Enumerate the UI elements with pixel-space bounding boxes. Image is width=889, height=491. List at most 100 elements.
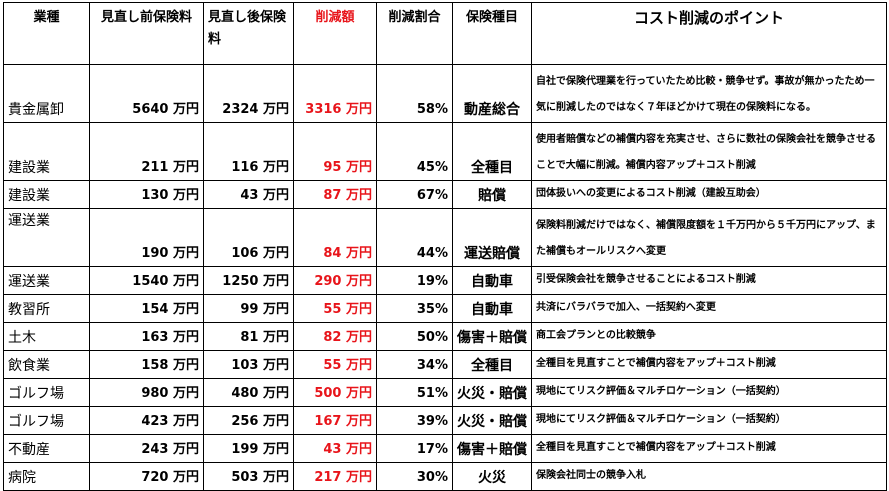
table-row: 教習所 154 万円 99 万円 55 万円 35% 自動車 共済にバラバラで加… (3, 294, 887, 323)
cell-type: 火災・賠償 (452, 406, 532, 435)
cell-type: 自動車 (452, 266, 532, 295)
cell-note: 共済にバラバラで加入、一括契約へ変更 (531, 294, 887, 323)
header-before-premium: 見直し前保険料 (89, 2, 204, 65)
cell-industry: 運送業 (3, 208, 90, 267)
cell-rate: 35% (376, 294, 453, 323)
cell-reduction: 82 万円 (293, 322, 377, 351)
cell-type: 自動車 (452, 294, 532, 323)
header-reduction-rate: 削減割合 (376, 2, 453, 65)
cell-note: 商工会プランとの比較競争 (531, 322, 887, 351)
cell-reduction: 290 万円 (293, 266, 377, 295)
cell-type: 火災・賠償 (452, 378, 532, 407)
cell-reduction: 55 万円 (293, 350, 377, 379)
table-row: 運送業 1540 万円 1250 万円 290 万円 19% 自動車 引受保険会… (3, 266, 887, 295)
cell-note: 現地にてリスク評価＆マルチロケーション（一括契約） (531, 406, 887, 435)
cell-note: 現地にてリスク評価＆マルチロケーション（一括契約） (531, 378, 887, 407)
cell-industry: 病院 (3, 462, 90, 491)
header-insurance-type: 保険種目 (452, 2, 532, 65)
cell-rate: 51% (376, 378, 453, 407)
table-row: 不動産 243 万円 199 万円 43 万円 17% 傷害＋賠償 全種目を見直… (3, 434, 887, 463)
cost-reduction-table: 業種 見直し前保険料 見直し後保険料 削減額 削減割合 保険種目 コスト削減のポ… (3, 2, 887, 491)
cell-type: 傷害＋賠償 (452, 434, 532, 463)
cell-after: 256 万円 (203, 406, 294, 435)
cell-note: 使用者賠償などの補償内容を充実させ、さらに数社の保険会社を競争させることで大幅に… (531, 122, 887, 181)
cell-industry: 教習所 (3, 294, 90, 323)
cell-rate: 50% (376, 322, 453, 351)
cell-industry: 建設業 (3, 180, 90, 209)
cell-before: 243 万円 (89, 434, 204, 463)
cell-note: 自社で保険代理業を行っていたため比較・競争せず。事故が無かったため一気に削減した… (531, 64, 887, 123)
cell-rate: 19% (376, 266, 453, 295)
table-row: ゴルフ場 423 万円 256 万円 167 万円 39% 火災・賠償 現地にて… (3, 406, 887, 435)
cell-after: 99 万円 (203, 294, 294, 323)
cell-note: 保険料削減だけではなく、補償限度額を１千万円から５千万円にアップ、また補償もオー… (531, 208, 887, 267)
cell-type: 運送賠償 (452, 208, 532, 267)
cell-type: 動産総合 (452, 64, 532, 123)
cell-reduction: 43 万円 (293, 434, 377, 463)
cell-rate: 17% (376, 434, 453, 463)
table-row: 運送業 190 万円 106 万円 84 万円 44% 運送賠償 保険料削減だけ… (3, 208, 887, 267)
cell-rate: 45% (376, 122, 453, 181)
cell-rate: 34% (376, 350, 453, 379)
cell-industry: 飲食業 (3, 350, 90, 379)
cell-type: 全種目 (452, 350, 532, 379)
cell-industry: 運送業 (3, 266, 90, 295)
cell-reduction: 3316 万円 (293, 64, 377, 123)
cell-reduction: 95 万円 (293, 122, 377, 181)
cell-after: 81 万円 (203, 322, 294, 351)
cell-type: 賠償 (452, 180, 532, 209)
cell-before: 423 万円 (89, 406, 204, 435)
cell-reduction: 84 万円 (293, 208, 377, 267)
table-row: ゴルフ場 980 万円 480 万円 500 万円 51% 火災・賠償 現地にて… (3, 378, 887, 407)
cell-type: 全種目 (452, 122, 532, 181)
cell-rate: 67% (376, 180, 453, 209)
cell-reduction: 217 万円 (293, 462, 377, 491)
cell-before: 130 万円 (89, 180, 204, 209)
header-industry: 業種 (3, 2, 90, 65)
cell-industry: 建設業 (3, 122, 90, 181)
cell-note: 団体扱いへの変更によるコスト削減（建設互助会） (531, 180, 887, 209)
cell-after: 103 万円 (203, 350, 294, 379)
cell-before: 154 万円 (89, 294, 204, 323)
cell-before: 158 万円 (89, 350, 204, 379)
cell-after: 1250 万円 (203, 266, 294, 295)
header-after-premium: 見直し後保険料 (203, 2, 294, 65)
table-row: 病院 720 万円 503 万円 217 万円 30% 火災 保険会社同士の競争… (3, 462, 887, 491)
cell-before: 190 万円 (89, 208, 204, 267)
cell-industry: 不動産 (3, 434, 90, 463)
cell-note: 全種目を見直すことで補償内容をアップ＋コスト削減 (531, 350, 887, 379)
header-row: 業種 見直し前保険料 見直し後保険料 削減額 削減割合 保険種目 コスト削減のポ… (3, 2, 887, 65)
cell-after: 116 万円 (203, 122, 294, 181)
cell-rate: 44% (376, 208, 453, 267)
cell-reduction: 167 万円 (293, 406, 377, 435)
cell-industry: 土木 (3, 322, 90, 351)
cell-industry: ゴルフ場 (3, 378, 90, 407)
cell-before: 211 万円 (89, 122, 204, 181)
cell-reduction: 87 万円 (293, 180, 377, 209)
cell-before: 163 万円 (89, 322, 204, 351)
cell-note: 引受保険会社を競争させることによるコスト削減 (531, 266, 887, 295)
cell-after: 43 万円 (203, 180, 294, 209)
cell-rate: 39% (376, 406, 453, 435)
table-row: 飲食業 158 万円 103 万円 55 万円 34% 全種目 全種目を見直すこ… (3, 350, 887, 379)
header-cost-point: コスト削減のポイント (531, 2, 887, 65)
cell-after: 106 万円 (203, 208, 294, 267)
cell-rate: 30% (376, 462, 453, 491)
cell-note: 全種目を見直すことで補償内容をアップ＋コスト削減 (531, 434, 887, 463)
cell-before: 980 万円 (89, 378, 204, 407)
cell-after: 503 万円 (203, 462, 294, 491)
header-reduction-amount: 削減額 (293, 2, 377, 65)
cell-before: 5640 万円 (89, 64, 204, 123)
table-row: 建設業 130 万円 43 万円 87 万円 67% 賠償 団体扱いへの変更によ… (3, 180, 887, 209)
cell-after: 2324 万円 (203, 64, 294, 123)
cell-reduction: 55 万円 (293, 294, 377, 323)
table-row: 建設業 211 万円 116 万円 95 万円 45% 全種目 使用者賠償などの… (3, 122, 887, 181)
cell-note: 保険会社同士の競争入札 (531, 462, 887, 491)
cell-after: 199 万円 (203, 434, 294, 463)
cell-rate: 58% (376, 64, 453, 123)
cell-industry: 貴金属卸 (3, 64, 90, 123)
cell-type: 火災 (452, 462, 532, 491)
cell-before: 720 万円 (89, 462, 204, 491)
cell-reduction: 500 万円 (293, 378, 377, 407)
cell-industry: ゴルフ場 (3, 406, 90, 435)
